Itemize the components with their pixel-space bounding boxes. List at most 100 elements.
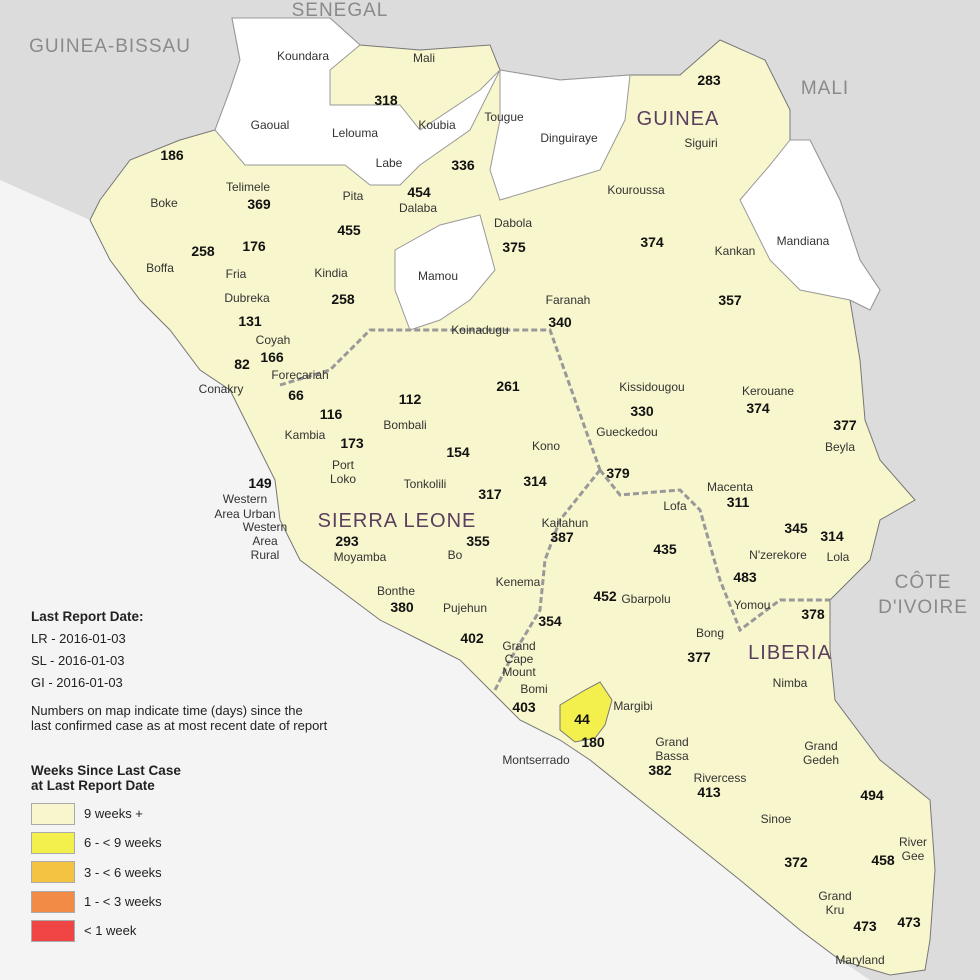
district-name: Lola: [827, 550, 850, 564]
district-name: Gbarpolu: [621, 592, 670, 606]
district-name: Pita: [343, 189, 364, 203]
district-name: Kissidougou: [619, 380, 684, 394]
legend-item: < 1 week: [31, 916, 327, 945]
days-since-last-case: 382: [648, 762, 672, 778]
legend: Last Report Date: LR - 2016-01-03 SL - 2…: [31, 606, 327, 945]
district-name: Gedeh: [803, 753, 839, 767]
district-name: Kailahun: [542, 516, 589, 530]
legend-title-1: Weeks Since Last Case: [31, 763, 181, 778]
days-since-last-case: 345: [784, 520, 808, 536]
days-since-last-case: 455: [337, 222, 361, 238]
district-name: Grand: [655, 735, 688, 749]
district-name: Dabola: [494, 216, 532, 230]
district-name: Bong: [696, 626, 724, 640]
district-name: Tougue: [484, 110, 524, 124]
district-name: Western: [223, 492, 267, 506]
days-since-last-case: 473: [897, 914, 921, 930]
days-since-last-case: 173: [340, 435, 364, 451]
days-since-last-case: 314: [523, 473, 547, 489]
note-line-2: last confirmed case as at most recent da…: [31, 718, 328, 733]
district-name: Cape: [505, 652, 534, 666]
neighbor-country-label: MALI: [801, 78, 849, 99]
days-since-last-case: 454: [407, 184, 431, 200]
country-label: LIBERIA: [748, 642, 832, 664]
district-name: Margibi: [613, 699, 652, 713]
district-name: Kankan: [715, 244, 756, 258]
district-name: Faranah: [546, 293, 591, 307]
days-since-last-case: 355: [466, 533, 490, 549]
district-name: Forecariah: [271, 368, 328, 382]
district-name: Mount: [502, 665, 536, 679]
days-since-last-case: 377: [687, 649, 711, 665]
days-since-last-case: 44: [574, 711, 590, 727]
district-name: Sinoe: [761, 812, 792, 826]
days-since-last-case: 258: [191, 243, 215, 259]
district-name: Grand: [502, 639, 535, 653]
days-since-last-case: 66: [288, 387, 304, 403]
district-name: Telimele: [226, 180, 270, 194]
legend-title-2: at Last Report Date: [31, 778, 155, 793]
days-since-last-case: 176: [242, 238, 266, 254]
district-name: Kru: [826, 903, 845, 917]
district-name: Koinadugu: [451, 323, 508, 337]
country-label: GUINEA: [637, 108, 720, 130]
ocean: [0, 180, 870, 980]
days-since-last-case: 387: [550, 529, 574, 545]
days-since-last-case: 374: [746, 400, 770, 416]
district-name: Fria: [226, 267, 247, 281]
border-guinea-liberia: [598, 469, 830, 633]
district-name: Nimba: [773, 676, 808, 690]
no-data-region-north: [214, 17, 501, 186]
district-name: Gaoual: [251, 118, 290, 132]
district-name: Lelouma: [332, 126, 378, 140]
district-name: Coyah: [256, 333, 291, 347]
days-since-last-case: 473: [853, 918, 877, 934]
district-name: Lofa: [663, 499, 687, 513]
days-since-last-case: 180: [581, 734, 605, 750]
district-name: Mamou: [418, 269, 458, 283]
days-since-last-case: 149: [248, 475, 272, 491]
district-name: Macenta: [707, 480, 753, 494]
district-name: Beyla: [825, 440, 855, 454]
district-name: Boffa: [146, 261, 174, 275]
legend-swatch: [31, 861, 75, 884]
report-date-lr: LR - 2016-01-03: [31, 631, 126, 646]
days-since-last-case: 379: [606, 465, 630, 481]
district-name: Dinguiraye: [540, 131, 598, 145]
days-since-last-case: 154: [446, 444, 470, 460]
days-since-last-case: 458: [871, 852, 895, 868]
no-data-mandiana: [739, 139, 881, 311]
days-since-last-case: 314: [820, 528, 844, 544]
legend-swatch: [31, 890, 75, 913]
district-name: Tonkolili: [404, 477, 447, 491]
district-name: Bomi: [520, 682, 547, 696]
days-since-last-case: 402: [460, 630, 484, 646]
district-name: Koundara: [277, 49, 329, 63]
land-guinea-sierraleone-liberia: [89, 17, 936, 976]
legend-label: 9 weeks +: [84, 806, 143, 822]
days-since-last-case: 311: [727, 494, 750, 510]
district-name: Labe: [376, 156, 403, 170]
days-since-last-case: 354: [538, 613, 562, 629]
district-name: Bo: [448, 548, 463, 562]
days-since-last-case: 380: [390, 599, 414, 615]
district-name: Kono: [532, 439, 560, 453]
legend-item: 3 - < 6 weeks: [31, 858, 327, 887]
days-since-last-case: 112: [399, 391, 422, 407]
district-name: Pujehun: [443, 601, 487, 615]
days-since-last-case: 369: [247, 196, 271, 212]
legend-item: 6 - < 9 weeks: [31, 828, 327, 857]
report-date-sl: SL - 2016-01-03: [31, 653, 125, 668]
legend-item: 9 weeks +: [31, 799, 327, 828]
district-name: Rivercess: [694, 771, 747, 785]
days-since-last-case: 403: [512, 699, 536, 715]
district-name: Siguiri: [684, 136, 717, 150]
district-name: Kambia: [285, 428, 326, 442]
legend-label: 3 - < 6 weeks: [84, 864, 162, 880]
district-name: N'zerekore: [749, 548, 807, 562]
legend-swatch: [31, 802, 75, 825]
days-since-last-case: 82: [234, 356, 250, 372]
days-since-last-case: 452: [593, 588, 617, 604]
legend-label: 6 - < 9 weeks: [84, 835, 162, 851]
